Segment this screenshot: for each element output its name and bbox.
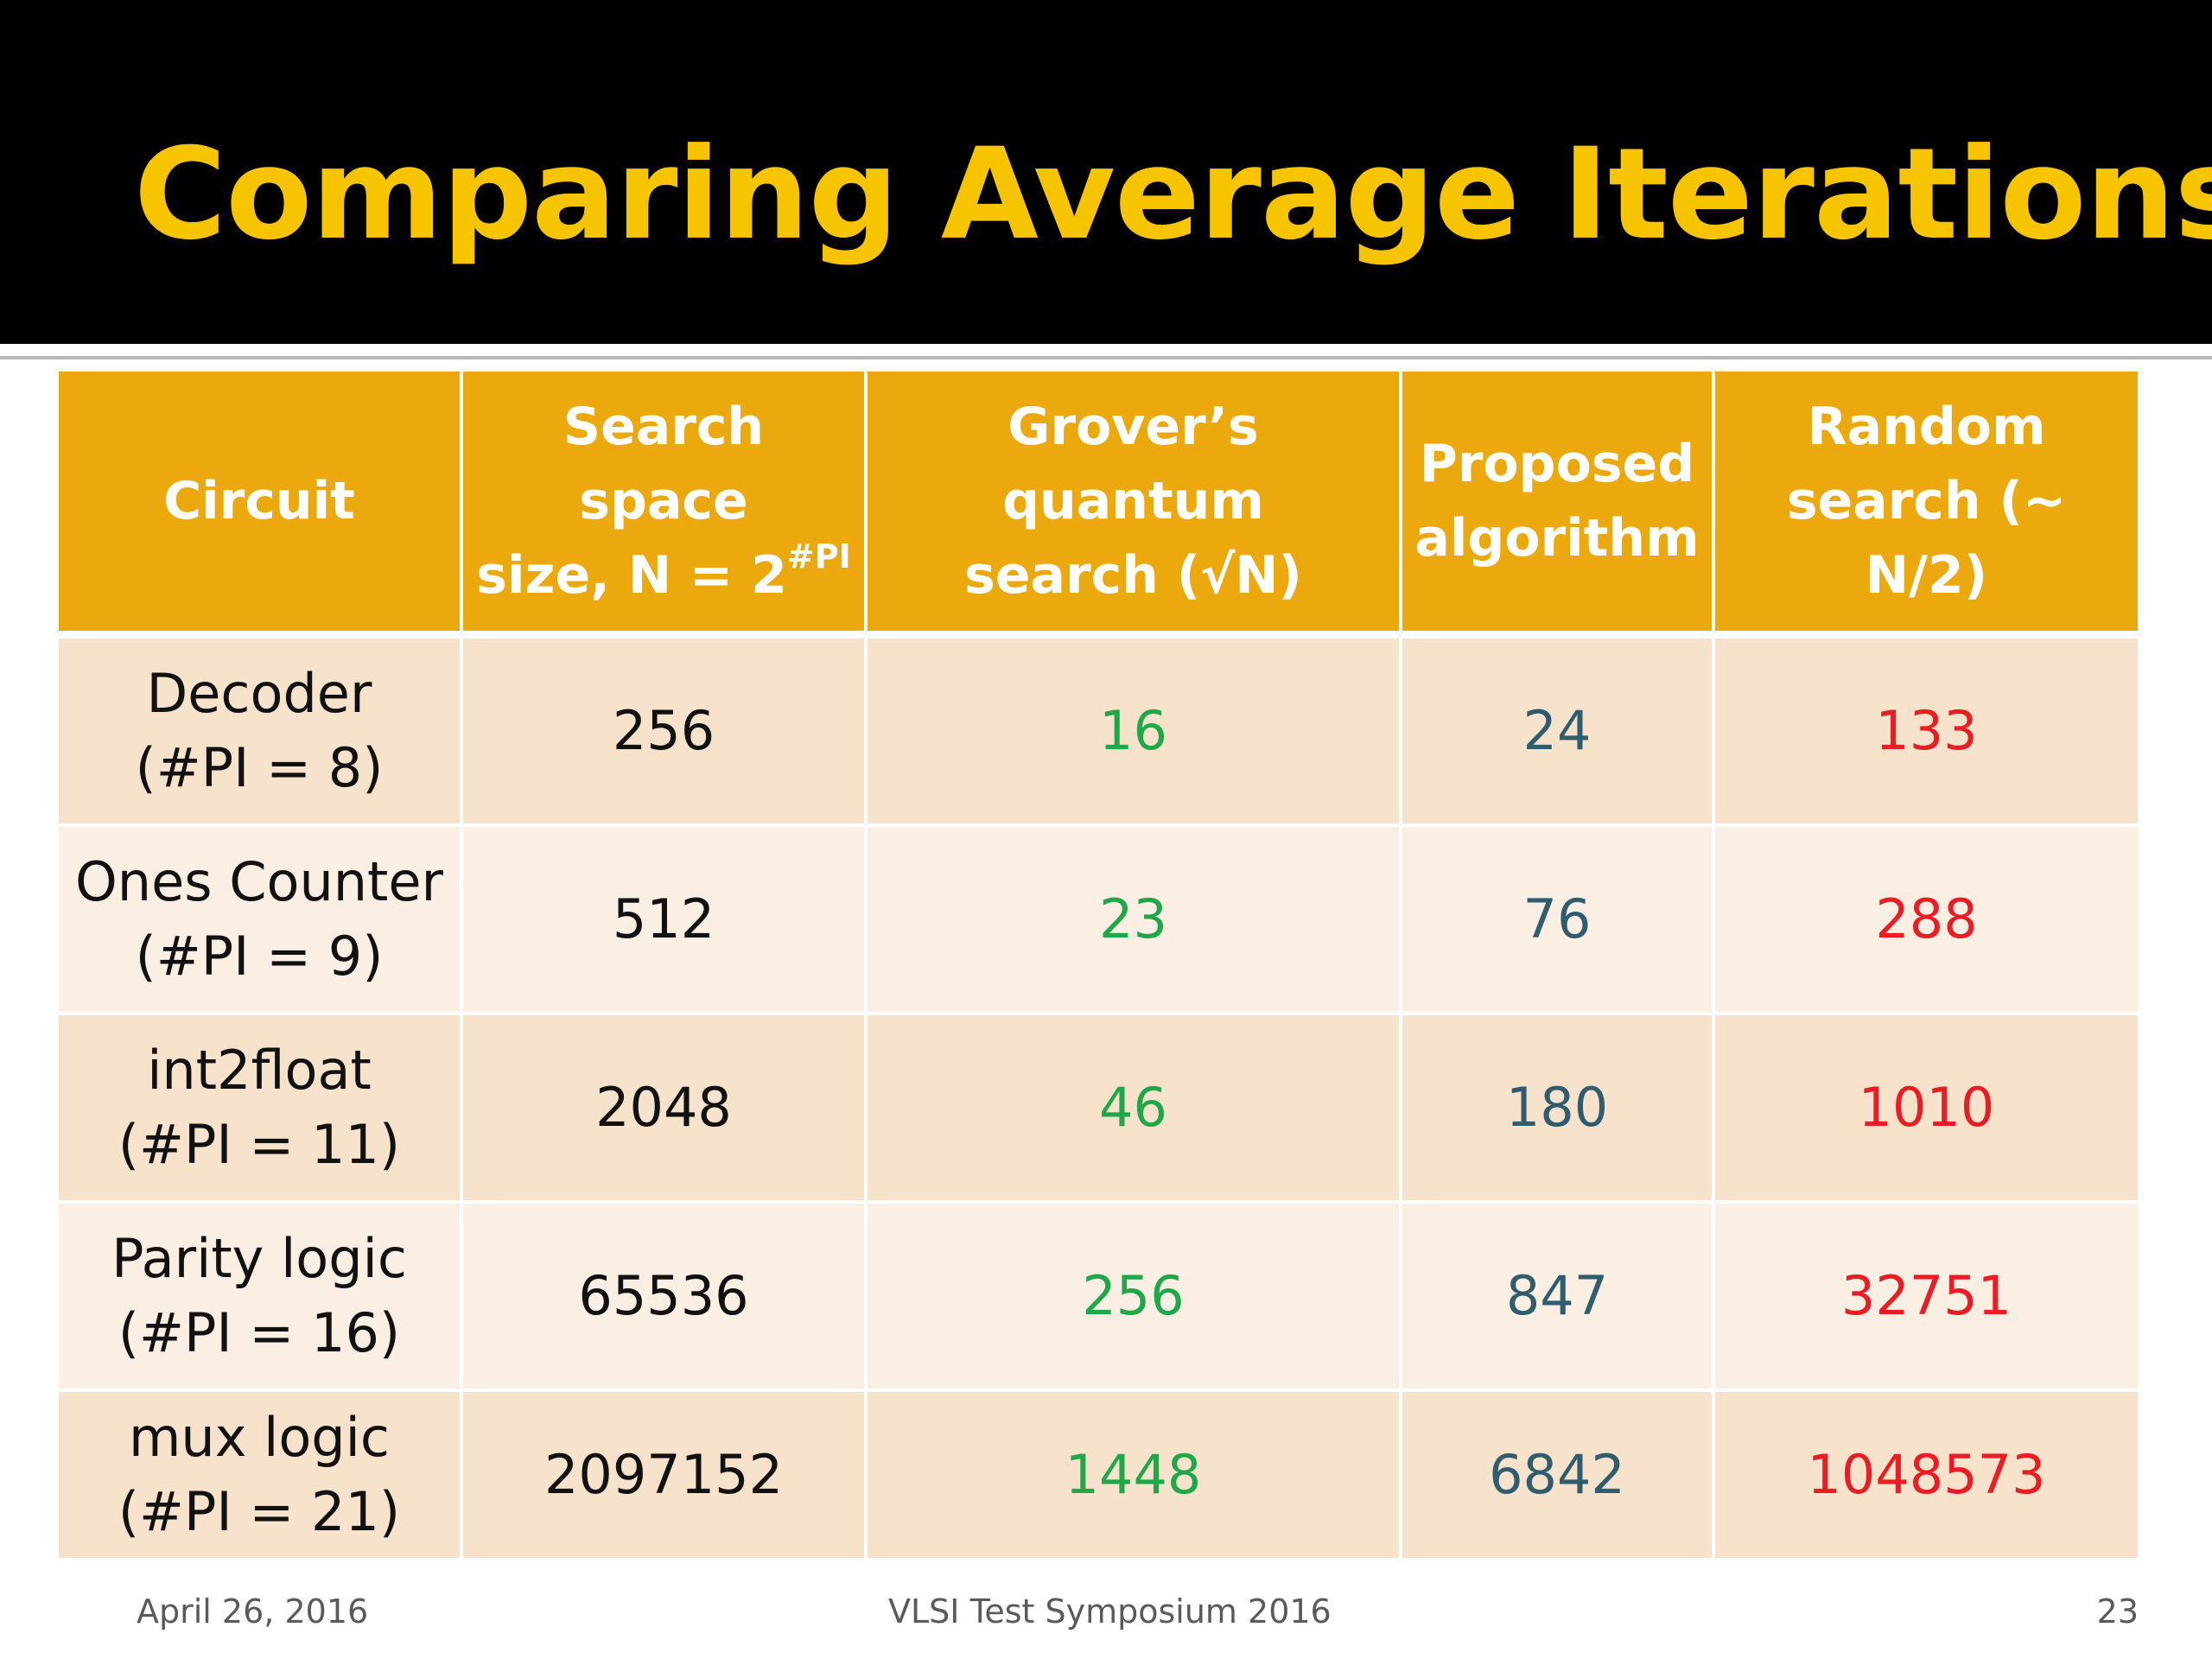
- page-number: 23: [2096, 1592, 2139, 1630]
- footer-date: April 26, 2016: [137, 1592, 369, 1630]
- cell-search-space: 2048: [460, 1012, 868, 1204]
- header-search-space: Search space size, N = 2#PI: [460, 368, 868, 639]
- cell-random: 1048573: [1712, 1389, 2141, 1561]
- table-header-row: Circuit Search space size, N = 2#PI Grov…: [55, 368, 2141, 639]
- header-proposed: Proposed algorithm: [1399, 368, 1715, 639]
- table-row: int2float (#PI = 11) 2048 46 180 1010: [55, 1012, 2141, 1204]
- title-band: Comparing Average Iterations: [0, 0, 2212, 344]
- cell-grover: 16: [864, 632, 1402, 827]
- slide-title: Comparing Average Iterations: [134, 121, 2212, 268]
- cell-grover: 1448: [864, 1389, 1402, 1561]
- table-row: Ones Counter (#PI = 9) 512 23 76 288: [55, 823, 2141, 1015]
- cell-random: 1010: [1712, 1012, 2141, 1204]
- cell-circuit: mux logic (#PI = 21): [55, 1389, 463, 1561]
- table-row: Parity logic (#PI = 16) 65536 256 847 327…: [55, 1200, 2141, 1392]
- cell-proposed: 180: [1399, 1012, 1715, 1204]
- cell-search-space: 2097152: [460, 1389, 868, 1561]
- table-row: Decoder (#PI = 8) 256 16 24 133: [55, 632, 2141, 827]
- cell-proposed: 24: [1399, 632, 1715, 827]
- cell-search-space: 65536: [460, 1200, 868, 1392]
- table-row: mux logic (#PI = 21) 2097152 1448 6842 10…: [55, 1389, 2141, 1561]
- cell-search-space: 512: [460, 823, 868, 1015]
- cell-grover: 256: [864, 1200, 1402, 1392]
- cell-circuit: int2float (#PI = 11): [55, 1012, 463, 1204]
- exponent-label: #PI: [786, 537, 851, 575]
- cell-circuit: Ones Counter (#PI = 9): [55, 823, 463, 1015]
- header-circuit: Circuit: [55, 368, 463, 639]
- header-random: Random search (~ N/2): [1712, 368, 2141, 639]
- cell-grover: 46: [864, 1012, 1402, 1204]
- cell-circuit: Parity logic (#PI = 16): [55, 1200, 463, 1392]
- cell-random: 288: [1712, 823, 2141, 1015]
- title-divider: [0, 344, 2212, 349]
- comparison-table: Circuit Search space size, N = 2#PI Grov…: [55, 368, 2141, 1561]
- cell-circuit: Decoder (#PI = 8): [55, 632, 463, 827]
- cell-random: 32751: [1712, 1200, 2141, 1392]
- header-grover: Grover’s quantum search (√N): [864, 368, 1402, 639]
- cell-proposed: 847: [1399, 1200, 1715, 1392]
- cell-proposed: 6842: [1399, 1389, 1715, 1561]
- footer-event: VLSI Test Symposium 2016: [888, 1592, 1332, 1630]
- title-divider-line: [0, 356, 2212, 359]
- cell-proposed: 76: [1399, 823, 1715, 1015]
- cell-search-space: 256: [460, 632, 868, 827]
- cell-grover: 23: [864, 823, 1402, 1015]
- cell-random: 133: [1712, 632, 2141, 827]
